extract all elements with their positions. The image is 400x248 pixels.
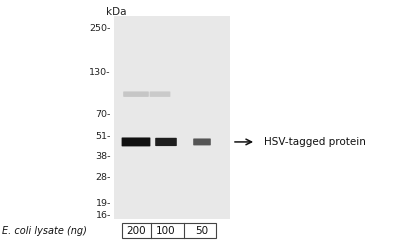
Bar [122, 223, 216, 238]
Text: 130-: 130- [89, 68, 111, 77]
Text: 100: 100 [156, 226, 176, 236]
Text: 38-: 38- [95, 152, 111, 161]
FancyBboxPatch shape [150, 92, 170, 97]
Text: 200: 200 [126, 226, 146, 236]
Text: 250-: 250- [90, 24, 111, 33]
Text: 16-: 16- [96, 211, 111, 219]
FancyBboxPatch shape [122, 137, 150, 146]
Text: kDa: kDa [106, 7, 126, 17]
FancyBboxPatch shape [193, 138, 211, 145]
Bar [114, 16, 230, 219]
Text: 70-: 70- [96, 110, 111, 119]
Text: HSV-tagged protein: HSV-tagged protein [264, 137, 366, 147]
Text: 28-: 28- [96, 173, 111, 182]
Text: E. coli lysate (ng): E. coli lysate (ng) [2, 226, 87, 236]
FancyBboxPatch shape [155, 138, 177, 146]
Text: 50: 50 [196, 226, 208, 236]
Text: 51-: 51- [96, 132, 111, 141]
Text: 19-: 19- [96, 199, 111, 208]
FancyBboxPatch shape [123, 92, 149, 97]
